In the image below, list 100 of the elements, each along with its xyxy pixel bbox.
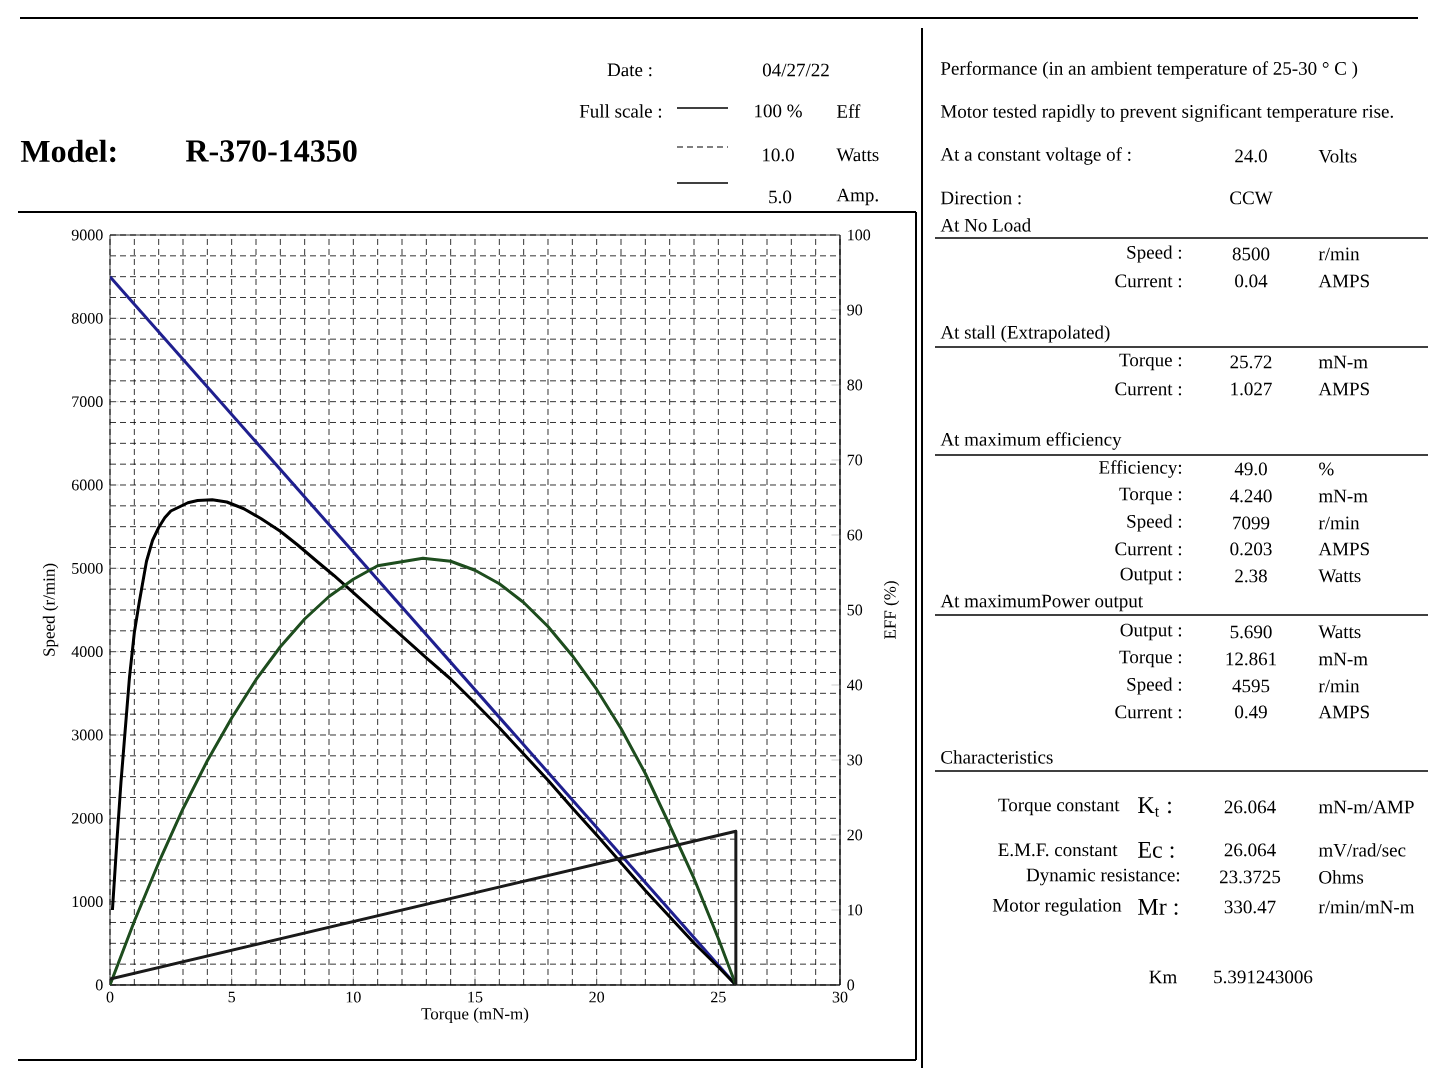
- text: r/min: [1318, 679, 1360, 693]
- y2-tick-label: 60: [847, 529, 863, 541]
- y-tick-label: 9000: [71, 229, 103, 241]
- text: 100 %: [755, 104, 802, 118]
- text: mV/rad/sec: [1318, 843, 1406, 857]
- text: At stall (Extrapolated): [940, 325, 1110, 343]
- y2-tick-label: 100: [848, 229, 871, 241]
- text: 26.064: [1224, 800, 1276, 814]
- y-tick-label: 6000: [71, 479, 103, 491]
- y-tick-label: 8000: [71, 312, 103, 324]
- text: Current :: [1115, 274, 1182, 288]
- text: Torque :: [1119, 487, 1182, 505]
- text: 23.3725: [1219, 870, 1281, 884]
- text: 4595: [1232, 679, 1270, 693]
- text: 2.38: [1235, 569, 1267, 583]
- text: Dynamic resistance:: [1026, 868, 1180, 886]
- y2-tick-label: 10: [848, 904, 863, 916]
- x-tick-label: 15: [468, 991, 483, 1003]
- text: 0.04: [1235, 274, 1268, 288]
- text: Ohms: [1319, 870, 1364, 884]
- y2-tick-label: 30: [847, 754, 863, 766]
- text: AMPS: [1318, 382, 1369, 396]
- text: 12.861: [1226, 652, 1276, 666]
- text: mN-m: [1318, 489, 1368, 503]
- text: mN-m: [1318, 652, 1368, 666]
- text: At a constant voltage of :: [940, 147, 1131, 165]
- x-tick-label: 20: [589, 991, 605, 1003]
- text: 26.064: [1224, 843, 1276, 857]
- text: 5.391243006: [1214, 970, 1313, 984]
- text: AMPS: [1318, 705, 1369, 719]
- y-tick-label: 3000: [72, 729, 103, 741]
- text: r/min/mN-m: [1318, 900, 1415, 914]
- y-tick-label: 2000: [71, 812, 103, 824]
- text: Current :: [1115, 542, 1182, 556]
- y2-tick-label: 90: [847, 304, 863, 316]
- text: 8500: [1232, 247, 1270, 261]
- text: CCW: [1230, 191, 1273, 205]
- text: 24.0: [1235, 149, 1267, 163]
- text: 7099: [1233, 516, 1270, 530]
- text: 5.0: [769, 190, 792, 204]
- y2-axis-title: EFF (%): [883, 581, 900, 639]
- text: 330.47: [1224, 900, 1276, 914]
- text: Efficiency:: [1099, 460, 1182, 478]
- text: Watts: [1318, 625, 1361, 639]
- text: AMPS: [1318, 542, 1369, 556]
- text: Speed :: [1127, 514, 1182, 532]
- text: Torque :: [1119, 353, 1182, 371]
- text: Mr :: [1138, 898, 1178, 916]
- text: 1.027: [1231, 382, 1272, 396]
- text: Characteristics: [941, 750, 1053, 764]
- x-tick-label: 0: [106, 991, 114, 1003]
- text: Volts: [1318, 149, 1357, 163]
- text: Speed :: [1127, 245, 1182, 263]
- text: 4.240: [1230, 489, 1272, 503]
- text: 49.0: [1234, 462, 1267, 476]
- x-axis-title: Torque (mN-m): [421, 1007, 529, 1023]
- text: Current :: [1115, 382, 1182, 396]
- text: Current :: [1115, 705, 1182, 719]
- chart-subtitle: R-370-14350: [185, 140, 357, 162]
- text: K$_{t}$ :: [1138, 797, 1171, 817]
- text: Output :: [1120, 623, 1182, 641]
- text: Output :: [1120, 567, 1182, 585]
- text: %: [1319, 462, 1334, 476]
- text: Direction :: [940, 191, 1021, 205]
- text: 04/27/22: [762, 63, 829, 77]
- text: 0.203: [1230, 542, 1272, 556]
- text: At maximumPower output: [940, 594, 1143, 612]
- text: mN-m: [1318, 355, 1368, 369]
- text: Ec :: [1138, 841, 1174, 859]
- text: 0.49: [1235, 705, 1267, 719]
- y-tick-label: 7000: [72, 396, 103, 408]
- x-tick-label: 5: [228, 991, 236, 1003]
- y2-tick-label: 70: [847, 454, 863, 466]
- text: AMPS: [1318, 274, 1369, 288]
- y-tick-label: 1000: [72, 896, 103, 908]
- y2-tick-label: 0: [847, 979, 855, 991]
- text: Amp.: [836, 188, 878, 206]
- text: At No Load: [940, 218, 1031, 232]
- text: Eff: [836, 104, 861, 118]
- y-tick-label: 4000: [71, 646, 103, 658]
- y-tick-label: 0: [95, 979, 103, 991]
- text: E.M.F. constant: [998, 843, 1118, 857]
- text: 5.690: [1230, 625, 1272, 639]
- x-tick-label: 10: [346, 991, 361, 1003]
- text: Date :: [607, 63, 652, 77]
- text: Performance (in an ambient temperature of 25-30 ° C ): [940, 61, 1358, 79]
- text: Full scale :: [579, 104, 662, 118]
- y2-tick-label: 20: [847, 829, 863, 841]
- text: 10.0: [763, 148, 794, 162]
- text: Torque constant: [998, 798, 1120, 816]
- text: Speed :: [1127, 677, 1182, 695]
- text: Watts: [836, 148, 879, 162]
- y-axis-title: Speed (r/min): [42, 563, 59, 656]
- text: r/min: [1318, 247, 1360, 261]
- text: Motor regulation: [992, 898, 1122, 916]
- y2-tick-label: 40: [847, 679, 863, 691]
- text: Km: [1149, 970, 1177, 984]
- chart-title: Model:: [20, 139, 116, 163]
- text: Watts: [1318, 569, 1361, 583]
- text: mN-m/AMP: [1318, 800, 1414, 814]
